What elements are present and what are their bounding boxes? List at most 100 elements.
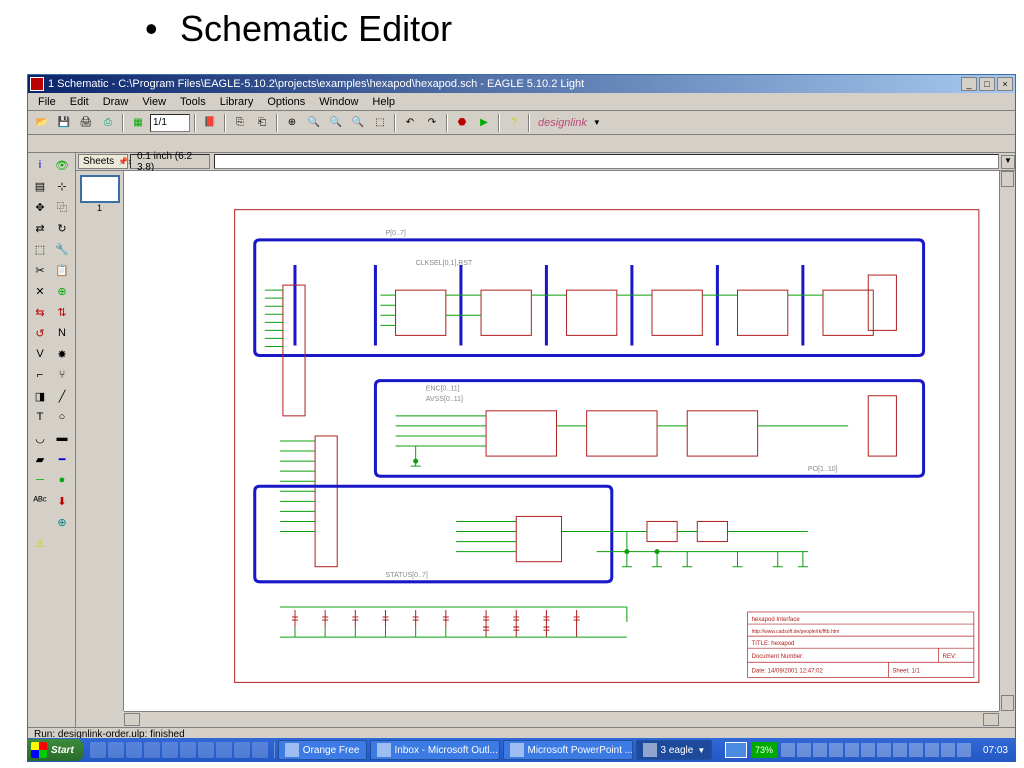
- move-tool-icon[interactable]: ✥: [30, 197, 50, 217]
- copy-tool-icon[interactable]: ⿻: [52, 197, 72, 217]
- help-icon[interactable]: ?: [504, 113, 524, 133]
- mark-tool-icon[interactable]: ⊹: [52, 176, 72, 196]
- delete-tool-icon[interactable]: ✕: [30, 281, 50, 301]
- dropdown-icon[interactable]: ▼: [1001, 155, 1015, 169]
- name-tool-icon[interactable]: N: [52, 323, 72, 343]
- clock[interactable]: 07:03: [975, 745, 1016, 756]
- polygon-tool-icon[interactable]: ▰: [30, 449, 50, 469]
- print-icon[interactable]: 🖨: [76, 113, 96, 133]
- script-icon[interactable]: ⎘: [230, 113, 250, 133]
- tray-icon[interactable]: [781, 743, 795, 757]
- value-tool-icon[interactable]: V: [30, 344, 50, 364]
- menu-options[interactable]: Options: [261, 95, 311, 109]
- attribute-tool-icon[interactable]: ⬇: [52, 491, 72, 511]
- close-button[interactable]: ×: [997, 77, 1013, 91]
- minimize-button[interactable]: _: [961, 77, 977, 91]
- designlink-dropdown-icon[interactable]: ▼: [593, 118, 601, 127]
- tray-icon[interactable]: [941, 743, 955, 757]
- text-tool-icon[interactable]: T: [30, 407, 50, 427]
- circle-tool-icon[interactable]: ○: [52, 407, 72, 427]
- label-tool-icon[interactable]: ᴬᴮᶜ: [30, 491, 50, 511]
- board-icon[interactable]: ▦: [128, 113, 148, 133]
- tray-icon[interactable]: [925, 743, 939, 757]
- go-icon[interactable]: ▶: [474, 113, 494, 133]
- maximize-button[interactable]: □: [979, 77, 995, 91]
- tray-icon[interactable]: [861, 743, 875, 757]
- tray-icon[interactable]: [829, 743, 843, 757]
- pinswap-tool-icon[interactable]: ⇆: [30, 302, 50, 322]
- ql-icon[interactable]: [162, 742, 178, 758]
- rect-tool-icon[interactable]: ▬: [52, 428, 72, 448]
- taskbar-item[interactable]: Microsoft PowerPoint ...: [503, 740, 633, 760]
- miter-tool-icon[interactable]: ⌐: [30, 365, 50, 385]
- start-button[interactable]: Start: [27, 739, 84, 761]
- tray-icon[interactable]: [845, 743, 859, 757]
- tray-icon[interactable]: [877, 743, 891, 757]
- ql-icon[interactable]: [234, 742, 250, 758]
- erc-tool-icon[interactable]: ⊕: [52, 512, 72, 532]
- horizontal-scrollbar[interactable]: [124, 711, 999, 727]
- open-icon[interactable]: 📂: [32, 113, 52, 133]
- menu-draw[interactable]: Draw: [97, 95, 135, 109]
- menu-edit[interactable]: Edit: [64, 95, 95, 109]
- mirror-tool-icon[interactable]: ⇄: [30, 218, 50, 238]
- junction-tool-icon[interactable]: ●: [52, 470, 72, 490]
- group-tool-icon[interactable]: ⬚: [30, 239, 50, 259]
- errors-tool-icon[interactable]: ⚠: [30, 533, 50, 553]
- info-tool-icon[interactable]: i: [30, 155, 50, 175]
- menu-file[interactable]: File: [32, 95, 62, 109]
- paste-tool-icon[interactable]: 📋: [52, 260, 72, 280]
- tray-icon[interactable]: [813, 743, 827, 757]
- use-icon[interactable]: 📕: [200, 113, 220, 133]
- ql-icon[interactable]: [126, 742, 142, 758]
- taskbar-item[interactable]: Inbox - Microsoft Outl...: [370, 740, 500, 760]
- ql-icon[interactable]: [198, 742, 214, 758]
- dimension-tool-icon[interactable]: [30, 512, 50, 532]
- sheet-thumbnail[interactable]: [80, 175, 120, 203]
- zoom-fit-icon[interactable]: ⊕: [282, 113, 302, 133]
- zoom-select-icon[interactable]: ⬚: [370, 113, 390, 133]
- cam-icon[interactable]: ⎙: [98, 113, 118, 133]
- tray-icon[interactable]: [893, 743, 907, 757]
- tray-icon[interactable]: [797, 743, 811, 757]
- pin-icon[interactable]: 📌: [118, 157, 128, 166]
- ql-icon[interactable]: [180, 742, 196, 758]
- battery-indicator[interactable]: 73%: [751, 742, 777, 758]
- zoom-in-icon[interactable]: 🔍: [304, 113, 324, 133]
- ql-icon[interactable]: [252, 742, 268, 758]
- show-tool-icon[interactable]: 👁: [52, 155, 72, 175]
- language-indicator[interactable]: [725, 742, 747, 758]
- schematic-canvas[interactable]: P[0..7] CLKSEL[0,1],RST: [124, 171, 999, 711]
- zoom-redraw-icon[interactable]: 🔍: [348, 113, 368, 133]
- vertical-scrollbar[interactable]: [999, 171, 1015, 711]
- undo-icon[interactable]: ↶: [400, 113, 420, 133]
- change-tool-icon[interactable]: 🔧: [52, 239, 72, 259]
- replace-tool-icon[interactable]: ↺: [30, 323, 50, 343]
- gateswap-tool-icon[interactable]: ⇅: [52, 302, 72, 322]
- ql-icon[interactable]: [108, 742, 124, 758]
- ulp-icon[interactable]: ⎗: [252, 113, 272, 133]
- display-tool-icon[interactable]: ▤: [30, 176, 50, 196]
- titlebar[interactable]: 1 Schematic - C:\Program Files\EAGLE-5.1…: [28, 75, 1015, 93]
- ql-icon[interactable]: [144, 742, 160, 758]
- tray-icon[interactable]: [957, 743, 971, 757]
- sheets-panel-tab[interactable]: Sheets📌×: [78, 154, 128, 169]
- split-tool-icon[interactable]: ⑂: [52, 365, 72, 385]
- command-input[interactable]: [214, 154, 999, 169]
- net-tool-icon[interactable]: ─: [30, 470, 50, 490]
- ql-icon[interactable]: [90, 742, 106, 758]
- add-tool-icon[interactable]: ⊕: [52, 281, 72, 301]
- redo-icon[interactable]: ↷: [422, 113, 442, 133]
- tray-icon[interactable]: [909, 743, 923, 757]
- menu-help[interactable]: Help: [366, 95, 401, 109]
- smash-tool-icon[interactable]: ✸: [52, 344, 72, 364]
- save-icon[interactable]: 💾: [54, 113, 74, 133]
- grid-icon[interactable]: [30, 136, 52, 152]
- zoom-out-icon[interactable]: 🔍: [326, 113, 346, 133]
- menu-window[interactable]: Window: [313, 95, 364, 109]
- menu-view[interactable]: View: [136, 95, 172, 109]
- arc-tool-icon[interactable]: ◡: [30, 428, 50, 448]
- invoke-tool-icon[interactable]: ◨: [30, 386, 50, 406]
- wire-tool-icon[interactable]: ╱: [52, 386, 72, 406]
- taskbar-item[interactable]: 3 eagle▼: [636, 740, 713, 760]
